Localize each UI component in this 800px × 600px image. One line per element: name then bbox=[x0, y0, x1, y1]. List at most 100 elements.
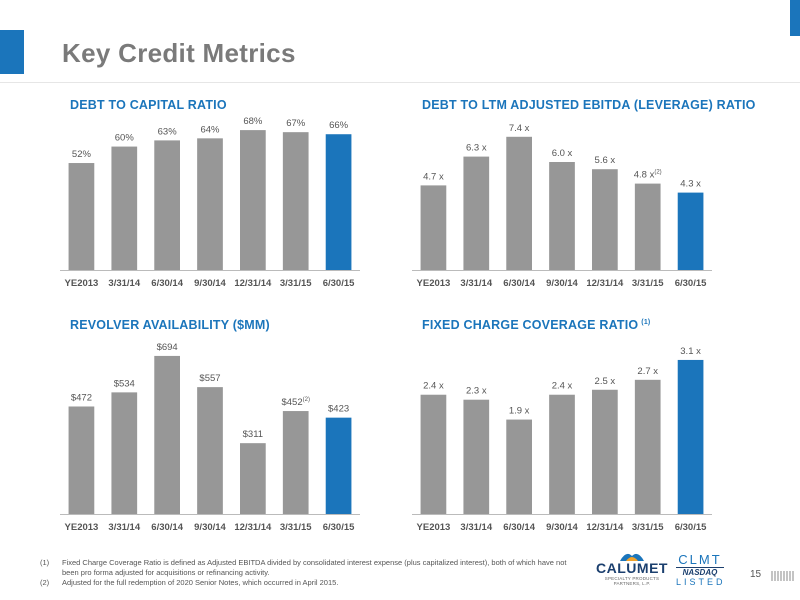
page-title: Key Credit Metrics bbox=[62, 38, 296, 68]
chart-title-fixed-charge: FIXED CHARGE COVERAGE RATIO (1) bbox=[422, 318, 650, 332]
data-label: 52% bbox=[72, 149, 92, 160]
data-label: 4.7 x bbox=[423, 171, 444, 182]
bar bbox=[420, 185, 447, 270]
bar bbox=[68, 406, 95, 514]
bar bbox=[592, 389, 618, 514]
category-label: 3/31/14 bbox=[108, 278, 140, 289]
data-label: 3.1 x bbox=[680, 346, 701, 357]
category-label: 9/30/14 bbox=[194, 278, 226, 289]
bar bbox=[549, 394, 575, 514]
category-label: 3/31/15 bbox=[632, 278, 664, 289]
data-label: 2.5 x bbox=[595, 376, 616, 387]
chart-title-debt-to-capital: DEBT TO CAPITAL RATIO bbox=[70, 98, 227, 112]
bar bbox=[154, 355, 180, 514]
category-label: 3/31/14 bbox=[460, 522, 492, 533]
data-label: 1.9 x bbox=[509, 406, 530, 417]
category-label: YE2013 bbox=[65, 278, 99, 289]
data-label: 67% bbox=[286, 118, 306, 129]
calumet-logo: CALUMET SPECIALTY PRODUCTS PARTNERS, L.P… bbox=[596, 553, 668, 586]
bar bbox=[240, 443, 266, 514]
chart-title-revolver: REVOLVER AVAILABILITY ($MM) bbox=[70, 318, 270, 332]
fixed-charge-chart: 2.4 x YE2013 2.3 x 3/31/14 1.9 x 6/30/14 2.4 x… bbox=[412, 346, 712, 533]
category-label: 6/30/14 bbox=[151, 278, 183, 289]
category-label: 9/30/14 bbox=[546, 278, 578, 289]
category-label: 3/31/15 bbox=[632, 522, 664, 533]
data-label: 7.4 x bbox=[509, 123, 530, 134]
category-label: 6/30/15 bbox=[675, 522, 707, 533]
chart-title-fixed-charge-note: (1) bbox=[641, 318, 651, 326]
logo-wordmark: CALUMET bbox=[596, 560, 668, 576]
footnote-text: Fixed Charge Coverage Ratio is defined a… bbox=[62, 558, 567, 577]
category-label: YE2013 bbox=[417, 522, 451, 533]
data-label: 63% bbox=[158, 126, 178, 137]
data-label: 4.3 x bbox=[680, 179, 701, 190]
corner-accent bbox=[790, 0, 800, 36]
bar bbox=[68, 163, 95, 270]
data-label: $311 bbox=[243, 429, 263, 440]
data-label: 68% bbox=[243, 116, 263, 127]
category-label: 3/31/14 bbox=[460, 278, 492, 289]
exchange-name: NASDAQ bbox=[676, 567, 724, 577]
bar bbox=[420, 394, 447, 514]
bar bbox=[549, 162, 575, 270]
data-label: 4.8 x(2) bbox=[634, 170, 662, 181]
listed-label: LISTED bbox=[676, 577, 726, 587]
bar bbox=[325, 417, 352, 514]
category-label: 6/30/15 bbox=[675, 278, 707, 289]
data-label: 2.4 x bbox=[423, 381, 444, 392]
category-label: 12/31/14 bbox=[234, 278, 272, 289]
footnote-2: (2) Adjusted for the full redemption of … bbox=[40, 578, 582, 588]
data-label: $472 bbox=[71, 392, 92, 403]
bar bbox=[506, 136, 532, 270]
bar bbox=[240, 130, 266, 270]
bar bbox=[463, 156, 490, 270]
bar bbox=[677, 359, 704, 514]
bar bbox=[592, 169, 618, 270]
footnote-1: (1) Fixed Charge Coverage Ratio is defin… bbox=[40, 558, 582, 578]
bar bbox=[634, 379, 661, 514]
category-label: 6/30/14 bbox=[503, 278, 535, 289]
data-label-note: (2) bbox=[654, 170, 661, 176]
data-label: 6.3 x bbox=[466, 143, 487, 154]
category-label: 6/30/14 bbox=[151, 522, 183, 533]
data-label: 60% bbox=[115, 133, 135, 144]
data-label: 2.3 x bbox=[466, 386, 487, 397]
category-label: 6/30/15 bbox=[323, 522, 355, 533]
ticker-symbol: CLMT bbox=[678, 552, 722, 567]
bar bbox=[677, 192, 704, 270]
footnote-number: (1) bbox=[40, 558, 50, 567]
footnotes: (1) Fixed Charge Coverage Ratio is defin… bbox=[40, 558, 582, 588]
category-label: 12/31/14 bbox=[234, 522, 272, 533]
logo-tagline: SPECIALTY PRODUCTS PARTNERS, L.P. bbox=[604, 576, 660, 586]
data-label: 66% bbox=[329, 120, 349, 131]
title-divider bbox=[0, 82, 800, 83]
category-label: 3/31/14 bbox=[108, 522, 140, 533]
data-label: $534 bbox=[114, 378, 135, 389]
category-label: 3/31/15 bbox=[280, 278, 312, 289]
data-label: $557 bbox=[199, 373, 220, 384]
data-label: 2.4 x bbox=[552, 381, 573, 392]
bar bbox=[197, 387, 223, 514]
category-label: YE2013 bbox=[65, 522, 99, 533]
data-label: 6.0 x bbox=[552, 148, 573, 159]
bar bbox=[325, 134, 352, 270]
data-label: 5.6 x bbox=[595, 155, 616, 166]
data-label: $423 bbox=[328, 404, 349, 415]
debt-to-capital-chart: 52% YE2013 60% 3/31/14 63% 6/30/14 64% 9/30/14 6… bbox=[60, 116, 360, 289]
category-label: 12/31/14 bbox=[586, 522, 624, 533]
bar bbox=[111, 146, 138, 270]
bar bbox=[463, 399, 490, 514]
page-marker-lines bbox=[771, 571, 794, 581]
data-label: 2.7 x bbox=[637, 366, 658, 377]
calumet-flame-icon bbox=[620, 553, 644, 561]
category-label: YE2013 bbox=[417, 278, 451, 289]
chart-title-fixed-charge-text: FIXED CHARGE COVERAGE RATIO bbox=[422, 318, 639, 332]
category-label: 6/30/14 bbox=[503, 522, 535, 533]
bar bbox=[282, 132, 309, 270]
category-label: 6/30/15 bbox=[323, 278, 355, 289]
revolver-chart: $472 YE2013 $534 3/31/14 $694 6/30/14 $557 9/30… bbox=[60, 342, 360, 533]
category-label: 9/30/14 bbox=[546, 522, 578, 533]
data-label-note: (2) bbox=[303, 397, 310, 403]
bar bbox=[197, 138, 223, 270]
category-label: 9/30/14 bbox=[194, 522, 226, 533]
